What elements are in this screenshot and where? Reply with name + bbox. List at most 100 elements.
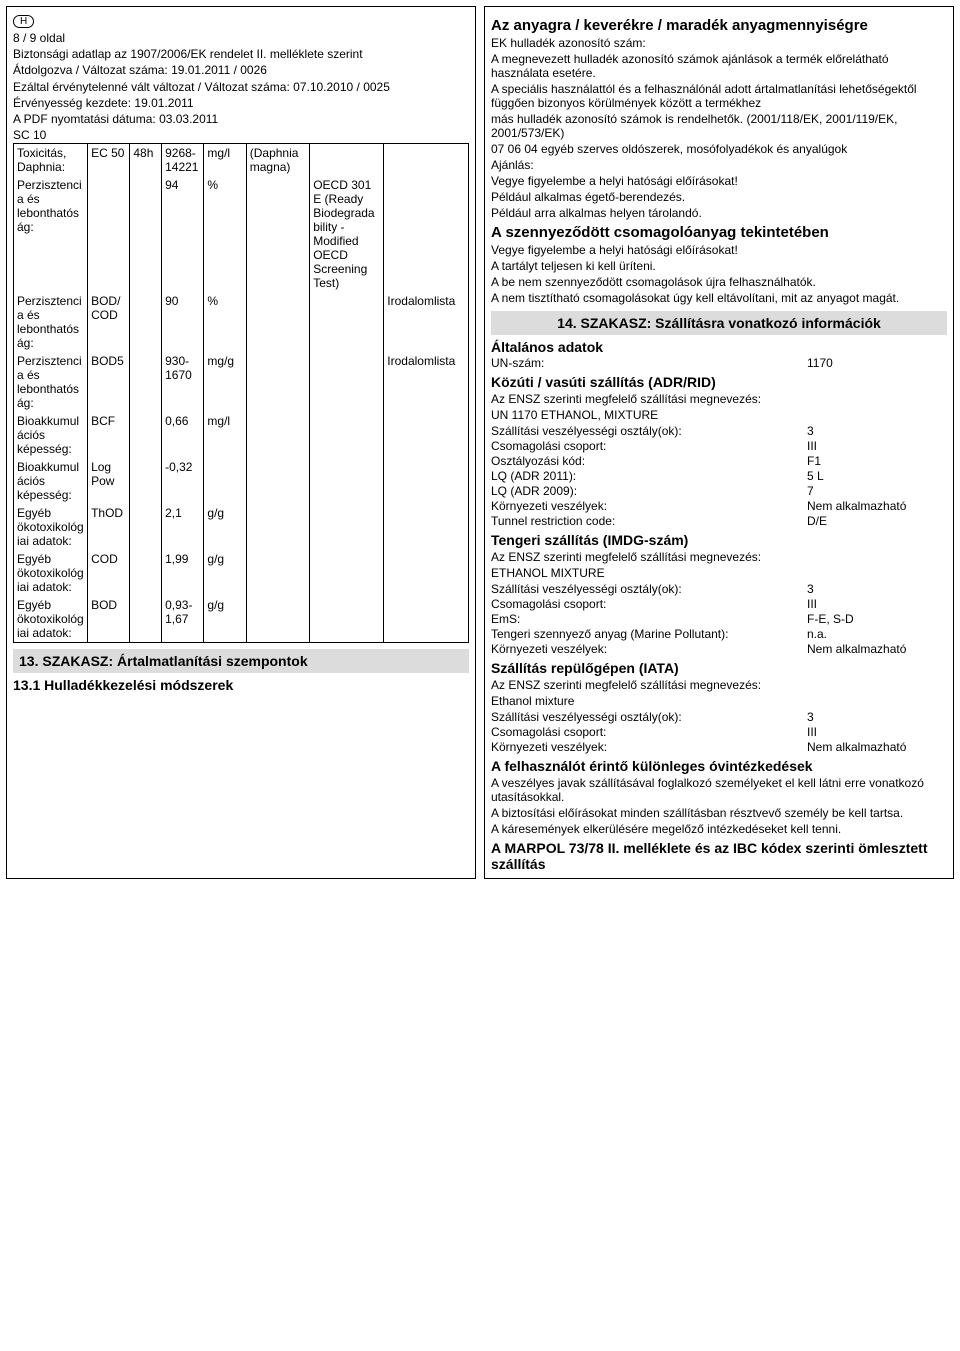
label: Környezeti veszélyek: [491, 642, 807, 656]
text: Az ENSZ szerinti megfelelő szállítási me… [491, 392, 947, 406]
doc-header: H 8 / 9 oldal Biztonsági adatlap az 1907… [13, 13, 469, 143]
table-cell: Perzisztencia és lebonthatóság: [14, 352, 88, 412]
table-cell: 1,99 [162, 550, 204, 596]
label: UN-szám: [491, 356, 807, 370]
text: EK hulladék azonosító szám: [491, 36, 947, 50]
table-cell: (Daphnia magna) [246, 144, 309, 177]
table-cell: Log Pow [88, 458, 130, 504]
value: 3 [807, 424, 947, 438]
label: Tengeri szennyező anyag (Marine Pollutan… [491, 627, 807, 641]
value: Nem alkalmazható [807, 740, 947, 754]
table-cell: 0,66 [162, 412, 204, 458]
table-cell [310, 596, 384, 643]
label: Csomagolási csoport: [491, 725, 807, 739]
value: III [807, 439, 947, 453]
table-cell [310, 412, 384, 458]
text: más hulladék azonosító számok is rendelh… [491, 112, 947, 140]
section-13-1: 13.1 Hulladékkezelési módszerek [13, 677, 469, 693]
text: A nem tisztítható csomagolásokat úgy kel… [491, 291, 947, 305]
table-cell: 0,93-1,67 [162, 596, 204, 643]
table-cell: 48h [130, 144, 162, 177]
table-cell: mg/l [204, 144, 246, 177]
ecotox-table: Toxicitás, Daphnia:EC 5048h9268-14221mg/… [13, 143, 469, 643]
text: A káresemények elkerülésére megelőző int… [491, 822, 947, 836]
table-cell [310, 144, 384, 177]
un-number-row: UN-szám: 1170 [491, 356, 947, 370]
iata-head: Szállítás repülőgépen (IATA) [491, 660, 947, 676]
table-cell [130, 292, 162, 352]
table-cell [246, 176, 309, 292]
table-cell [130, 504, 162, 550]
value: F-E, S-D [807, 612, 947, 626]
table-row: Perzisztencia és lebonthatóság:94%OECD 3… [14, 176, 469, 292]
text: A biztosítási előírásokat minden szállít… [491, 806, 947, 820]
table-cell: BOD [88, 596, 130, 643]
page-container: H 8 / 9 oldal Biztonsági adatlap az 1907… [6, 6, 954, 879]
table-cell: Egyéb ökotoxikológiai adatok: [14, 504, 88, 550]
header-line: Érvényesség kezdete: 19.01.2011 [13, 95, 469, 111]
table-cell [384, 458, 469, 504]
marpol-head: A MARPOL 73/78 II. melléklete és az IBC … [491, 840, 947, 872]
table-row: Perzisztencia és lebonthatóság:BOD5930-1… [14, 352, 469, 412]
label: Környezeti veszélyek: [491, 740, 807, 754]
table-cell: 90 [162, 292, 204, 352]
table-cell [246, 458, 309, 504]
label: Csomagolási csoport: [491, 439, 807, 453]
table-cell [384, 412, 469, 458]
header-line: Ezáltal érvénytelenné vált változat / Vá… [13, 79, 469, 95]
table-cell: 2,1 [162, 504, 204, 550]
value: III [807, 725, 947, 739]
table-cell [130, 458, 162, 504]
table-cell: mg/l [204, 412, 246, 458]
value: Nem alkalmazható [807, 499, 947, 513]
table-cell [310, 550, 384, 596]
text: 07 06 04 egyéb szerves oldószerek, mosóf… [491, 142, 947, 156]
table-row: Toxicitás, Daphnia:EC 5048h9268-14221mg/… [14, 144, 469, 177]
value: D/E [807, 514, 947, 528]
value: 7 [807, 484, 947, 498]
label: LQ (ADR 2009): [491, 484, 807, 498]
text: A speciális használattól és a felhasznál… [491, 82, 947, 110]
table-cell: ThOD [88, 504, 130, 550]
table-cell: Bioakkumulációs képesség: [14, 458, 88, 504]
table-cell: g/g [204, 596, 246, 643]
waste-title: Az anyagra / keverékre / maradék anyagme… [491, 17, 947, 34]
left-column: H 8 / 9 oldal Biztonsági adatlap az 1907… [6, 6, 476, 879]
table-cell [246, 352, 309, 412]
table-cell [246, 504, 309, 550]
general-data-head: Általános adatok [491, 339, 947, 355]
table-cell [384, 144, 469, 177]
table-cell: Perzisztencia és lebonthatóság: [14, 292, 88, 352]
text: A be nem szennyeződött csomagolások újra… [491, 275, 947, 289]
text: Például arra alkalmas helyen tárolandó. [491, 206, 947, 220]
table-row: Egyéb ökotoxikológiai adatok:BOD0,93-1,6… [14, 596, 469, 643]
right-column: Az anyagra / keverékre / maradék anyagme… [484, 6, 954, 879]
text: Vegye figyelembe a helyi hatósági előírá… [491, 243, 947, 257]
table-row: Egyéb ökotoxikológiai adatok:ThOD 2,1g/g [14, 504, 469, 550]
value: F1 [807, 454, 947, 468]
label: EmS: [491, 612, 807, 626]
table-cell: Toxicitás, Daphnia: [14, 144, 88, 177]
label: Szállítási veszélyességi osztály(ok): [491, 424, 807, 438]
table-cell: BOD5 [88, 352, 130, 412]
table-cell: -0,32 [162, 458, 204, 504]
special-precautions-head: A felhasználót érintő különleges óvintéz… [491, 758, 947, 774]
table-cell [130, 412, 162, 458]
table-cell [88, 176, 130, 292]
text: Az ENSZ szerinti megfelelő szállítási me… [491, 678, 947, 692]
badge-icon: H [13, 15, 34, 28]
header-line: Átdolgozva / Változat száma: 19.01.2011 … [13, 62, 469, 78]
table-cell [384, 596, 469, 643]
table-cell [384, 504, 469, 550]
value: 1170 [807, 356, 947, 370]
value: 3 [807, 582, 947, 596]
table-cell: 94 [162, 176, 204, 292]
table-cell: g/g [204, 504, 246, 550]
text: Például alkalmas égető-berendezés. [491, 190, 947, 204]
table-cell: % [204, 176, 246, 292]
table-cell: g/g [204, 550, 246, 596]
packaging-title: A szennyeződött csomagolóanyag tekinteté… [491, 224, 947, 241]
table-row: Bioakkumulációs képesség:BCF0,66mg/l [14, 412, 469, 458]
header-line: A PDF nyomtatási dátuma: 03.03.2011 [13, 111, 469, 127]
page-number: 8 / 9 oldal [13, 30, 469, 46]
